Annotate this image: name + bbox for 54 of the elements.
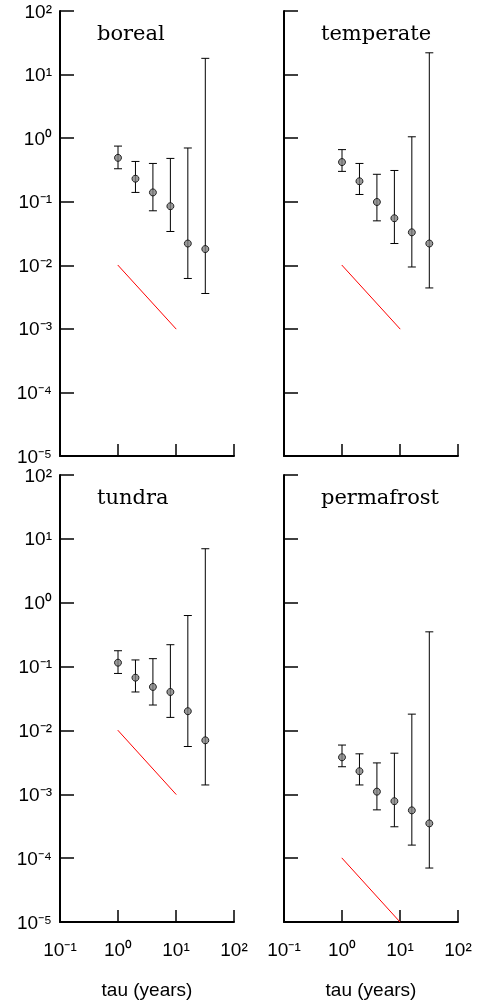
point <box>372 787 381 796</box>
point <box>131 174 140 183</box>
point <box>148 682 157 691</box>
x-axis-title: tau (years) <box>325 979 417 1000</box>
y-tick-label: 10⁻⁵ <box>16 911 52 933</box>
text: boreal <box>97 20 166 45</box>
y-tick-label: 10⁻² <box>18 719 52 741</box>
text: temperate <box>321 20 432 45</box>
y-tick-label: 10⁻¹ <box>18 656 52 678</box>
y-tick-label: 10⁻¹ <box>18 191 52 213</box>
point <box>390 214 399 223</box>
point <box>390 797 399 806</box>
point <box>201 245 210 254</box>
y-tick-label: 10⁻³ <box>18 318 52 340</box>
point <box>425 819 434 828</box>
x-tick-label: 10² <box>444 939 472 960</box>
point <box>166 687 175 696</box>
x-tick-label: 10² <box>220 939 248 960</box>
point <box>114 153 122 162</box>
y-tick-label: 10⁻⁴ <box>16 381 52 403</box>
point <box>183 707 192 716</box>
y-tick-label: 10² <box>24 0 52 22</box>
y-tick-label: 10⁻⁵ <box>16 445 52 467</box>
y-tick-label: 10¹ <box>24 64 52 86</box>
point <box>407 806 416 815</box>
point <box>372 197 381 206</box>
x-tick-label: 10⁰ <box>103 939 133 960</box>
point <box>338 158 346 167</box>
y-tick-label: 10⁻² <box>18 254 52 276</box>
point <box>131 673 140 682</box>
x-tick-label: 10⁻¹ <box>43 939 77 960</box>
text: permafrost <box>321 484 440 509</box>
point <box>355 177 364 186</box>
point <box>148 188 157 197</box>
x-axis-title: tau (years) <box>101 979 193 1000</box>
y-tick-label: 10⁰ <box>23 592 52 614</box>
y-tick-label: 10¹ <box>24 528 52 550</box>
point <box>166 202 175 211</box>
y-tick-label: 10⁰ <box>23 127 52 149</box>
point <box>407 228 416 237</box>
x-tick-label: 10¹ <box>386 939 414 960</box>
point <box>114 658 122 667</box>
x-tick-label: 10⁻¹ <box>267 939 301 960</box>
point <box>425 239 434 248</box>
x-tick-label: 10⁰ <box>327 939 357 960</box>
point <box>183 239 192 248</box>
y-tick-label: 10⁻³ <box>18 783 52 805</box>
point <box>338 753 346 762</box>
y-tick-label: 10⁻⁴ <box>16 847 52 869</box>
y-tick-label: 10² <box>24 464 52 486</box>
point <box>201 736 210 745</box>
point <box>355 767 364 776</box>
text: tundra <box>97 484 169 509</box>
x-tick-label: 10¹ <box>162 939 190 960</box>
